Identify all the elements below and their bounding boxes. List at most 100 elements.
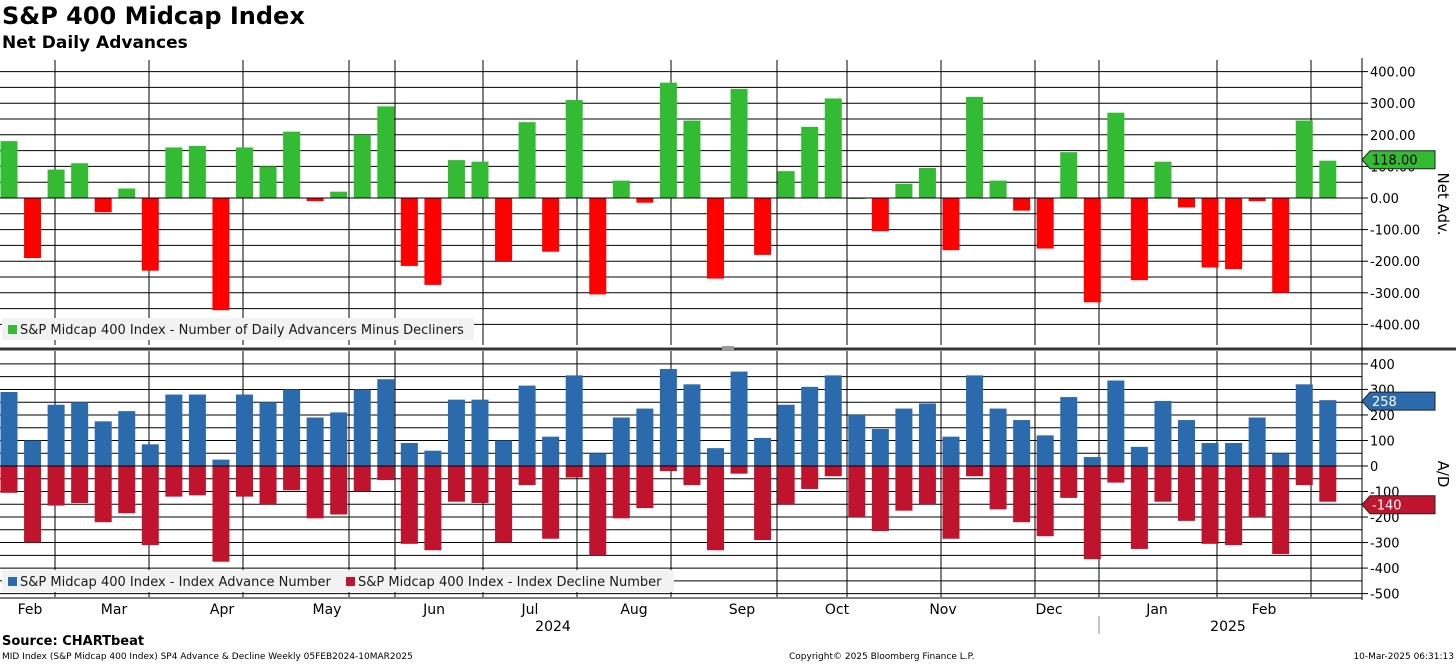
advance-bar [754, 437, 772, 466]
net-adv-bar [71, 163, 89, 198]
decline-bar [612, 466, 630, 519]
footer-timestamp: 10-Mar-2025 06:31:13 [1353, 652, 1454, 662]
decline-bar [918, 466, 936, 505]
net-adv-bar [1013, 198, 1031, 211]
net-adv-bar [447, 160, 465, 198]
advance-bar [471, 399, 489, 466]
net-adv-bar [1248, 198, 1266, 202]
net-adv-bar [283, 131, 301, 198]
decline-bar [118, 466, 136, 514]
decline-bar [1013, 466, 1031, 523]
x-year-label: 2024 [535, 619, 571, 635]
y-tick-label: 200.00 [1370, 129, 1416, 144]
x-month-label: Sep [729, 602, 756, 618]
advance-bar [1225, 443, 1243, 466]
x-month-label: Feb [18, 602, 43, 618]
net-adv-last-badge-label: 118.00 [1372, 154, 1418, 169]
net-adv-bar [612, 180, 630, 198]
x-month-label: Aug [620, 602, 647, 618]
net-adv-bar [495, 198, 513, 262]
net-adv-bar [1319, 160, 1337, 198]
net-adv-bar [707, 198, 724, 279]
advance-bar [1130, 446, 1148, 466]
advance-bar [542, 436, 560, 466]
decline-bar [966, 466, 984, 477]
net-adv-bar [118, 188, 136, 198]
net-adv-bar [801, 126, 819, 198]
y-tick-label: 200 [1370, 409, 1395, 424]
advance-bar [895, 408, 913, 466]
y-tick-label: -500 [1370, 588, 1400, 603]
decline-bar [942, 466, 960, 539]
footer-copyright: Copyright© 2025 Bloomberg Finance L.P. [789, 652, 975, 662]
net-adv-bar [377, 106, 395, 198]
footer-description: MID Index (S&P Midcap 400 Index) SP4 Adv… [2, 652, 413, 662]
net-adv-bar [94, 198, 112, 213]
advance-bar [777, 404, 795, 466]
advance-bar [141, 444, 159, 466]
advance-bar [236, 394, 253, 466]
legend-swatch [346, 577, 355, 586]
net-adv-bar [1083, 198, 1101, 303]
net-adv-bar [47, 169, 65, 198]
advance-bar [1060, 397, 1078, 466]
advance-bar [989, 408, 1007, 466]
x-month-label: Apr [210, 602, 234, 618]
decline-bar [1295, 466, 1313, 486]
decline-bar [236, 466, 253, 497]
advance-bar [424, 450, 442, 466]
decline-bar [283, 466, 301, 491]
legend-swatch [8, 325, 17, 334]
decline-bar [636, 466, 654, 509]
advance-bar [212, 459, 230, 466]
net-adv-bar [565, 100, 583, 198]
net-adv-bar [1225, 198, 1243, 270]
net-adv-bar [141, 198, 159, 271]
decline-bar [447, 466, 465, 502]
advance-bar [283, 389, 301, 466]
advance-bar [1154, 400, 1172, 466]
decline-bar [71, 466, 89, 504]
x-month-label: Feb [1252, 602, 1277, 618]
decline-bar [1201, 466, 1219, 544]
decline-bar [542, 466, 560, 539]
x-month-label: Jul [521, 602, 539, 618]
decline-bar [754, 466, 772, 541]
advance-bar [589, 453, 607, 466]
axis-labels: 400.00300.00200.00100.000.00-100.00-200.… [2, 66, 1452, 635]
decline-bar [730, 466, 748, 474]
net-adv-bar [400, 198, 418, 266]
x-month-label: Jan [1145, 602, 1168, 618]
advance-bar [942, 436, 960, 466]
advance-bar [495, 440, 513, 466]
net-adv-bar [1036, 198, 1054, 249]
x-month-label: Dec [1035, 602, 1062, 618]
decline-bar [895, 466, 913, 511]
net-adv-bar [236, 147, 253, 198]
decline-bar [424, 466, 442, 551]
decline-bar [1083, 466, 1101, 560]
chart-subtitle: Net Daily Advances [2, 33, 188, 53]
y-tick-label: 100 [1370, 434, 1395, 449]
advance-bar [377, 379, 395, 466]
advance-bar [730, 371, 748, 466]
decline-bar [1178, 466, 1195, 521]
net-adv-bar [989, 180, 1007, 198]
decline-bar [1107, 466, 1125, 483]
x-month-label: Oct [825, 602, 850, 618]
net-adv-bar [1130, 198, 1148, 281]
advance-bar [565, 375, 583, 466]
legend-swatch [8, 577, 17, 586]
y-axis-title: Net Adv. [1434, 172, 1452, 235]
decline-bar [518, 466, 536, 486]
advance-bar [871, 428, 889, 466]
net-adv-bar [824, 98, 842, 198]
decline-bar [165, 466, 183, 497]
y-tick-label: -300 [1370, 537, 1400, 552]
legend-label: S&P Midcap 400 Index - Index Decline Num… [358, 575, 662, 590]
net-adv-bar [24, 198, 42, 259]
y-tick-label: -100.00 [1370, 224, 1420, 239]
net-adv-bar [636, 198, 654, 203]
decline-bar [1248, 466, 1266, 518]
